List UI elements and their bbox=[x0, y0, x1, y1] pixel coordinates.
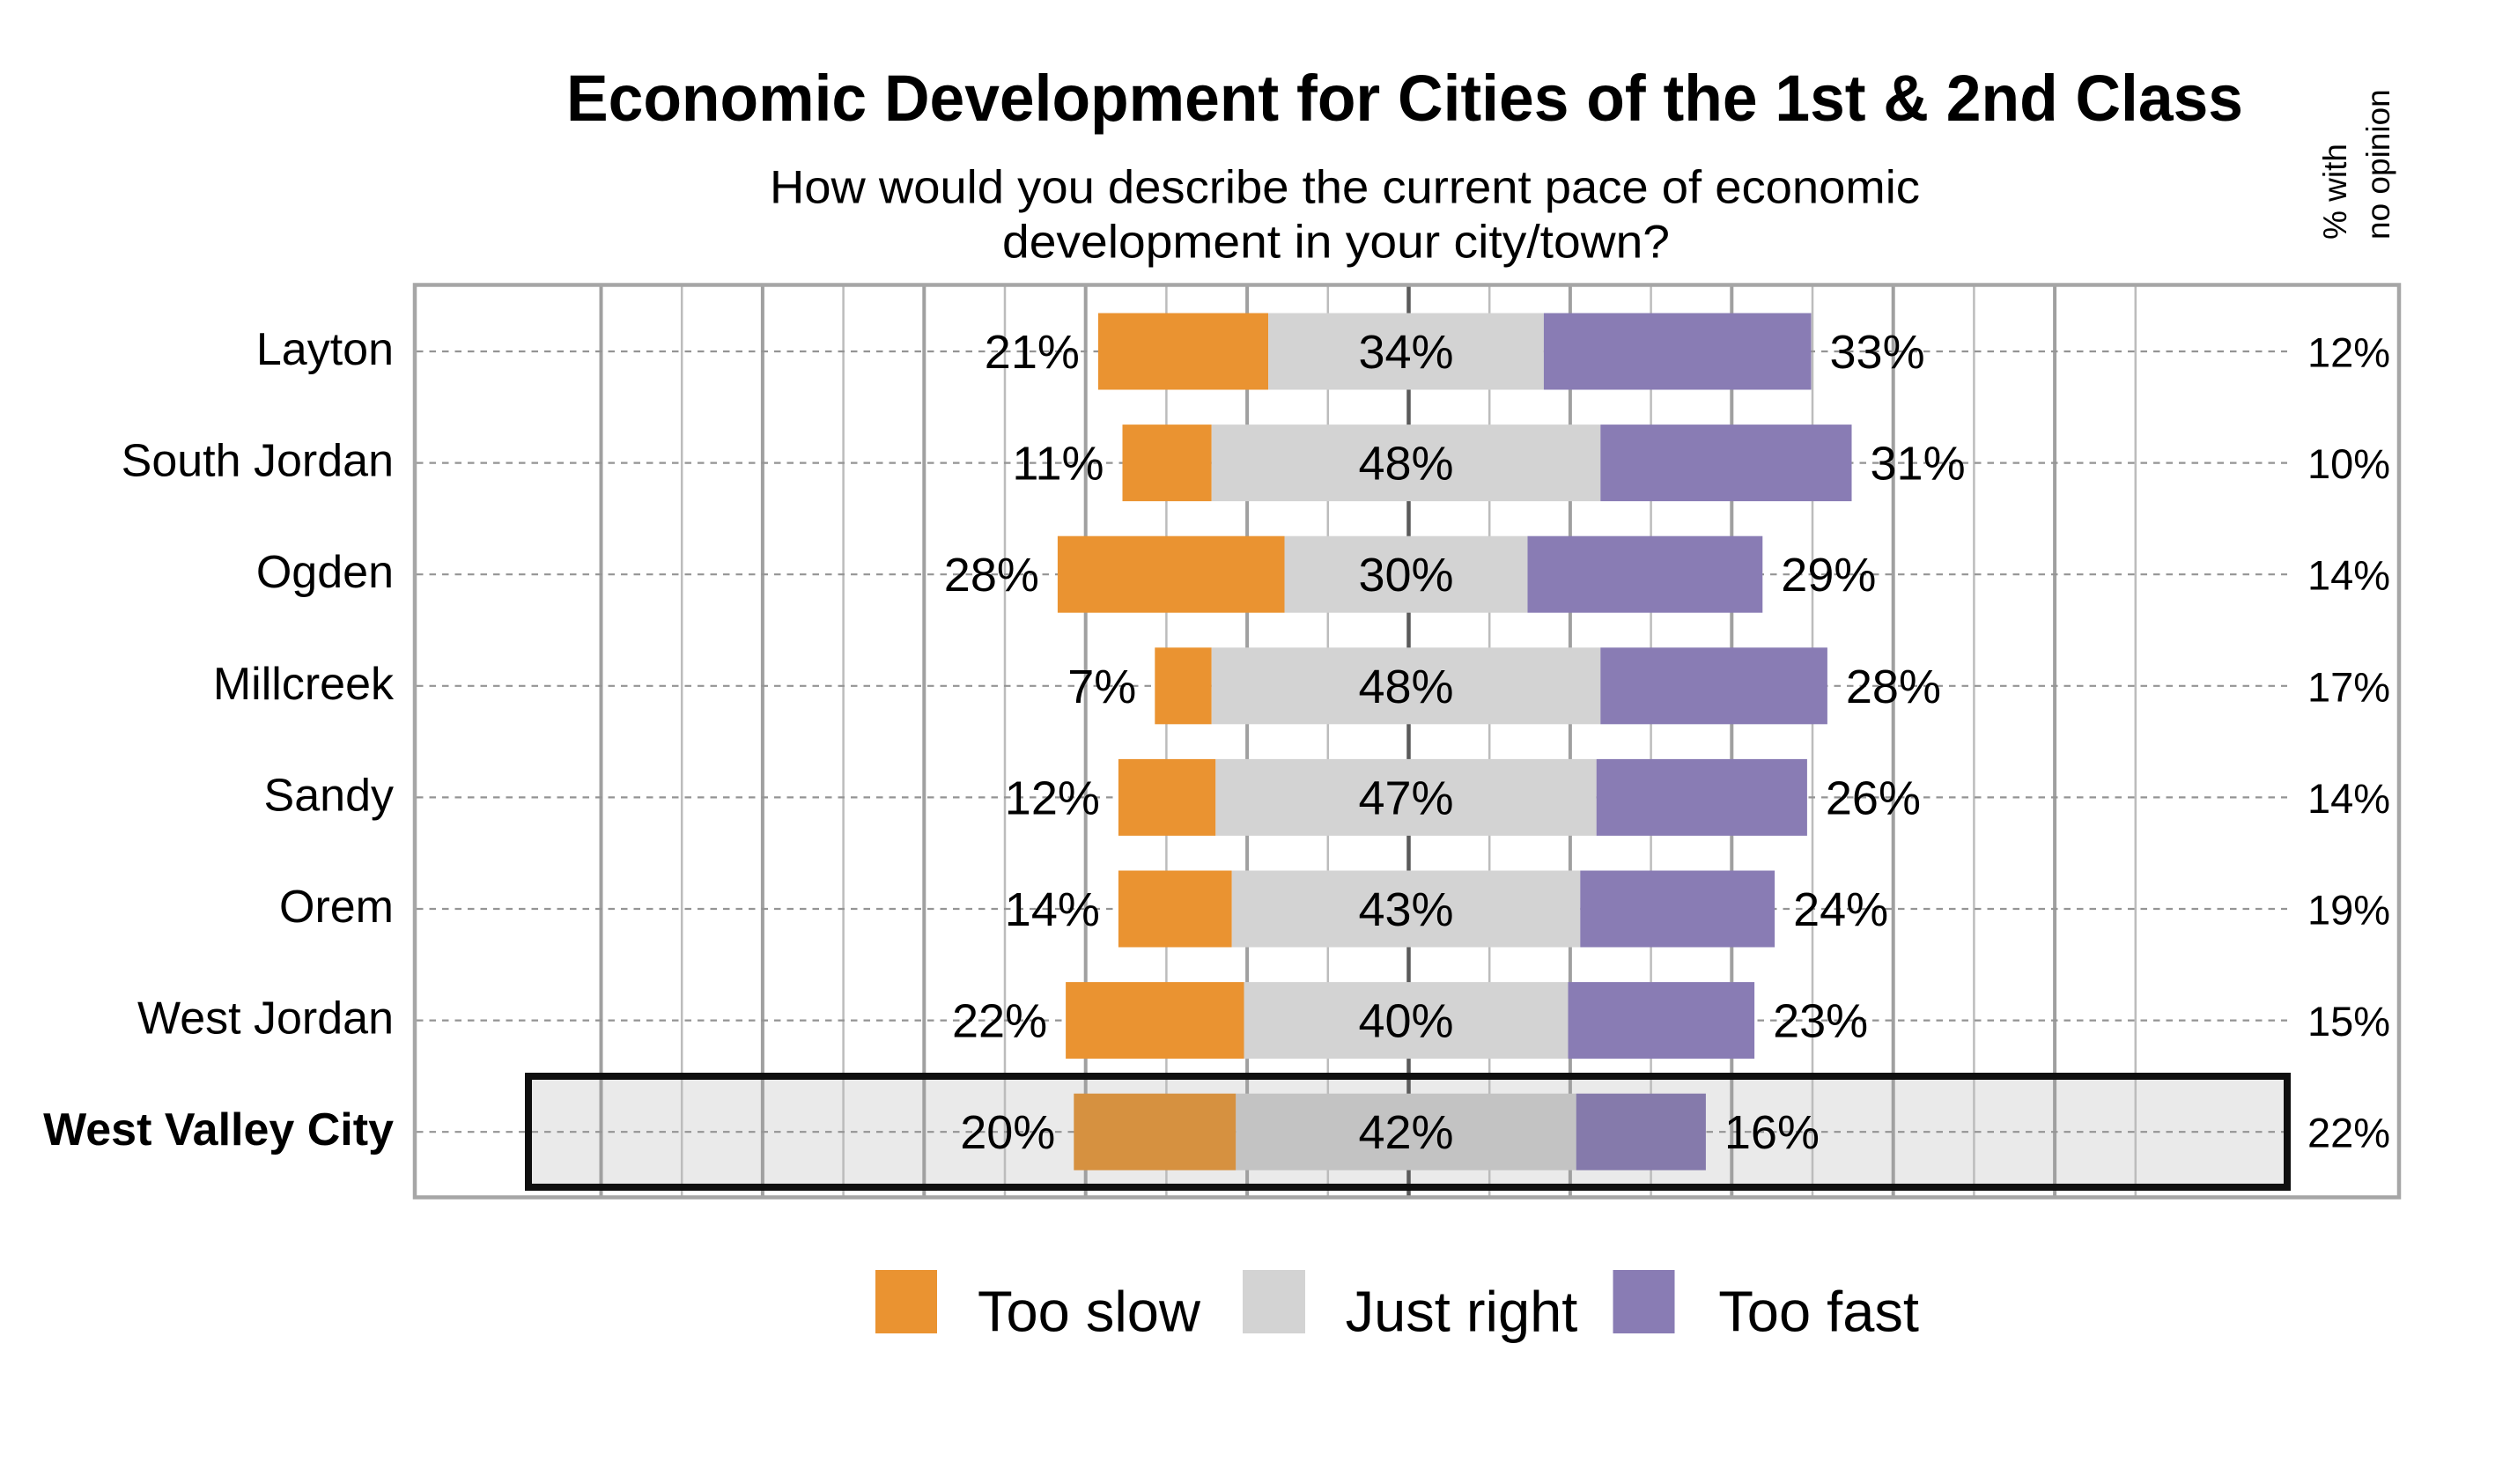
svg-text:30%: 30% bbox=[1358, 549, 1453, 602]
svg-text:Sandy: Sandy bbox=[264, 770, 394, 821]
svg-text:Layton: Layton bbox=[256, 324, 394, 375]
svg-text:19%: 19% bbox=[2307, 887, 2390, 934]
svg-text:20%: 20% bbox=[960, 1106, 1055, 1159]
svg-text:29%: 29% bbox=[1781, 549, 1876, 602]
svg-text:23%: 23% bbox=[1773, 995, 1868, 1048]
svg-text:22%: 22% bbox=[2307, 1110, 2390, 1156]
svg-text:31%: 31% bbox=[1871, 438, 1966, 491]
svg-text:Ogden: Ogden bbox=[256, 547, 394, 598]
svg-text:28%: 28% bbox=[944, 549, 1039, 602]
svg-text:Orem: Orem bbox=[279, 882, 394, 933]
svg-text:42%: 42% bbox=[1358, 1106, 1453, 1159]
svg-text:Economic Development for Citie: Economic Development for Cities of the 1… bbox=[566, 62, 2243, 135]
svg-text:16%: 16% bbox=[1724, 1106, 1820, 1159]
svg-text:34%: 34% bbox=[1358, 326, 1453, 379]
svg-text:43%: 43% bbox=[1358, 883, 1453, 936]
svg-text:12%: 12% bbox=[1005, 772, 1100, 824]
svg-text:How would you describe the cur: How would you describe the current pace … bbox=[770, 161, 1920, 213]
svg-text:47%: 47% bbox=[1358, 772, 1453, 824]
svg-text:22%: 22% bbox=[952, 995, 1047, 1048]
svg-text:24%: 24% bbox=[1793, 883, 1888, 936]
svg-text:15%: 15% bbox=[2307, 998, 2390, 1045]
svg-text:development in your city/town?: development in your city/town? bbox=[1002, 217, 1670, 269]
svg-text:10%: 10% bbox=[2307, 440, 2390, 487]
svg-text:Too slow: Too slow bbox=[978, 1279, 1201, 1343]
svg-text:40%: 40% bbox=[1358, 995, 1453, 1048]
svg-text:33%: 33% bbox=[1830, 326, 1925, 379]
svg-text:48%: 48% bbox=[1358, 661, 1453, 713]
svg-text:28%: 28% bbox=[1846, 661, 1941, 713]
svg-text:48%: 48% bbox=[1358, 438, 1453, 491]
svg-text:Millcreek: Millcreek bbox=[213, 659, 395, 710]
svg-text:14%: 14% bbox=[2307, 775, 2390, 822]
svg-text:Too fast: Too fast bbox=[1718, 1279, 1919, 1343]
svg-text:17%: 17% bbox=[2307, 663, 2390, 710]
svg-text:11%: 11% bbox=[1012, 438, 1104, 491]
svg-text:12%: 12% bbox=[2307, 329, 2390, 376]
svg-text:West Valley City: West Valley City bbox=[43, 1104, 394, 1155]
svg-text:26%: 26% bbox=[1826, 772, 1921, 824]
svg-text:14%: 14% bbox=[1005, 883, 1100, 936]
svg-text:7%: 7% bbox=[1067, 661, 1136, 713]
svg-text:West Jordan: West Jordan bbox=[137, 993, 394, 1045]
svg-text:South Jordan: South Jordan bbox=[122, 436, 394, 487]
svg-text:Just right: Just right bbox=[1346, 1279, 1578, 1343]
svg-text:21%: 21% bbox=[985, 326, 1080, 379]
svg-text:14%: 14% bbox=[2307, 552, 2390, 599]
